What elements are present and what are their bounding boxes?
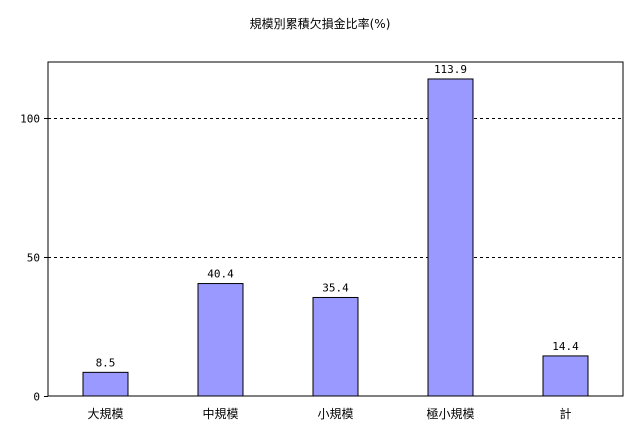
category-labels: 大規模 中規模 小規模 極小規模 計	[87, 406, 571, 421]
y-axis-ticks: 0 50 100	[20, 113, 48, 404]
category-label: 計	[559, 406, 571, 421]
data-labels: 8.5 40.4 35.4 113.9 14.4	[96, 63, 580, 369]
y-tick-label: 100	[20, 113, 40, 126]
y-tick-label: 0	[33, 391, 40, 404]
data-label: 14.4	[552, 340, 579, 353]
data-label: 35.4	[322, 281, 349, 294]
bar-大規模	[82, 371, 129, 397]
bar-中規模	[197, 283, 244, 397]
category-label: 小規模	[317, 406, 353, 421]
bars	[82, 78, 589, 397]
data-label: 113.9	[434, 63, 467, 76]
bar-計	[542, 355, 589, 397]
category-label: 極小規模	[426, 406, 474, 421]
bar-小規模	[312, 296, 359, 397]
bar-極小規模	[427, 78, 474, 397]
chart-title: 規模別累積欠損金比率(%)	[250, 16, 391, 31]
y-tick-label: 50	[27, 252, 40, 265]
category-label: 中規模	[202, 406, 238, 421]
data-label: 8.5	[96, 356, 116, 369]
data-label: 40.4	[207, 268, 234, 281]
category-label: 大規模	[87, 406, 123, 421]
